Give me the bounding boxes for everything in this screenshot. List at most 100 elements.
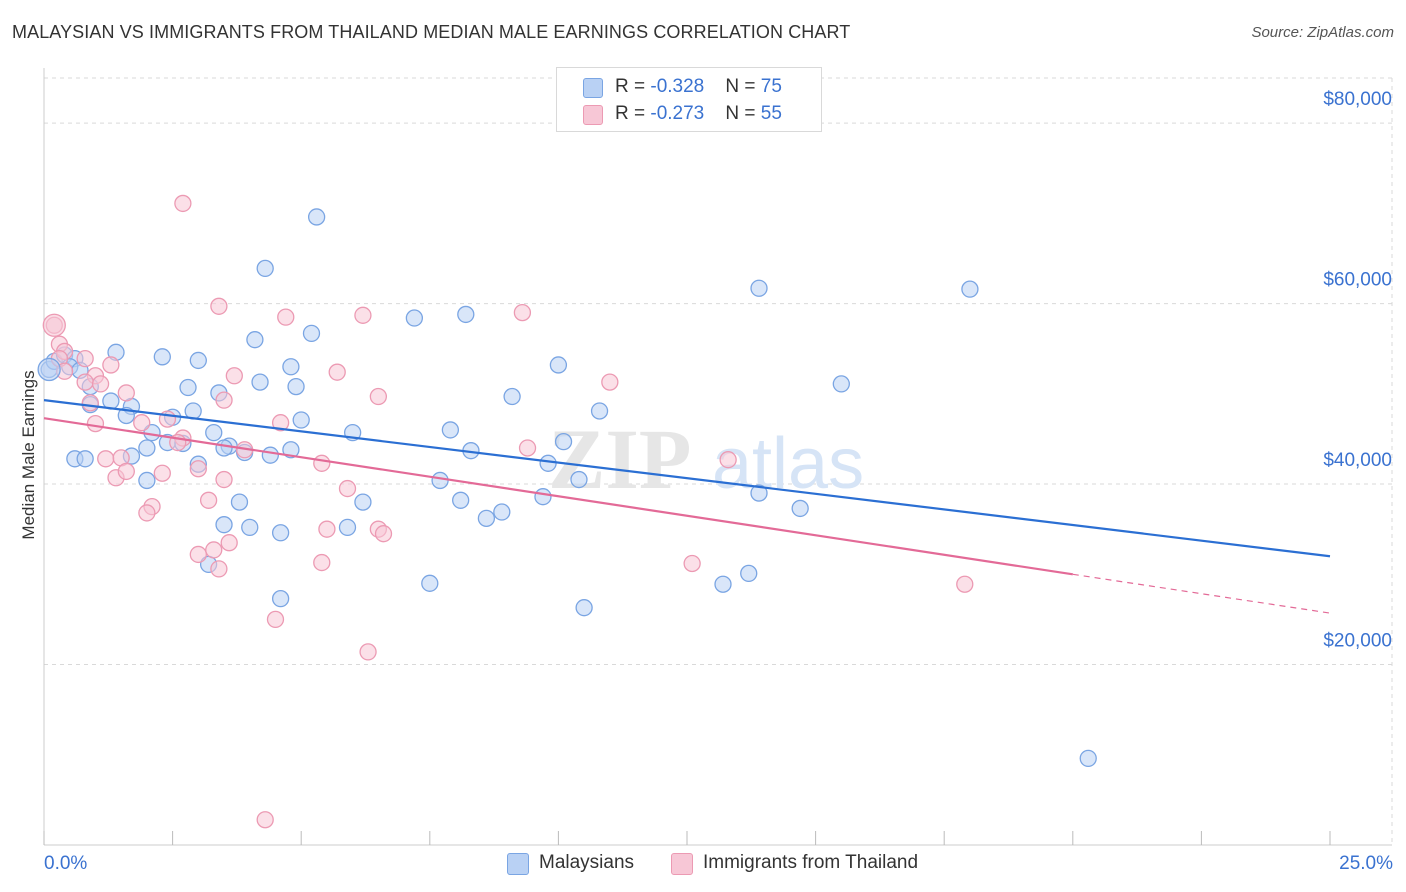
thailand-point bbox=[86, 414, 105, 433]
malaysian-point bbox=[282, 441, 300, 459]
malaysian-point bbox=[215, 439, 233, 457]
malaysian-point bbox=[452, 491, 470, 509]
thailand-point bbox=[338, 479, 357, 498]
malaysian-point bbox=[575, 599, 593, 617]
tick-labels: $20,000 $40,000 $60,000 $80,000 0.0% 25.0% bbox=[44, 89, 1393, 874]
malaysian-point bbox=[230, 493, 249, 511]
malaysian-point bbox=[477, 509, 496, 527]
malaysian-point bbox=[832, 375, 850, 393]
thailand-point bbox=[683, 554, 701, 573]
thailand-point bbox=[189, 460, 207, 478]
malaysian-point bbox=[76, 450, 94, 468]
malaysian-point bbox=[441, 421, 460, 439]
thailand-point bbox=[313, 454, 331, 472]
x-tick-label-max: 25.0% bbox=[1339, 853, 1393, 874]
thailand-point bbox=[133, 414, 151, 432]
malaysian-point bbox=[246, 331, 264, 349]
legend-n-value: 75 bbox=[760, 76, 782, 97]
thailand-point bbox=[374, 525, 393, 543]
thailand-point bbox=[215, 470, 233, 489]
thailand-point bbox=[76, 373, 94, 391]
watermark-zip: ZIP bbox=[548, 411, 691, 507]
malaysian-point-large bbox=[37, 357, 61, 382]
legend-label: Malaysians bbox=[539, 852, 635, 873]
y-tick-label: $20,000 bbox=[1323, 631, 1392, 652]
y-tick-label: $80,000 bbox=[1323, 89, 1392, 110]
malaysian-point bbox=[750, 279, 768, 297]
legend-n-label: N = bbox=[725, 76, 761, 97]
malaysian-point bbox=[153, 348, 171, 366]
legend-r-label: R = bbox=[615, 76, 651, 97]
thailand-point-large bbox=[42, 313, 66, 337]
malaysian-point bbox=[493, 503, 511, 521]
malaysian-point bbox=[307, 208, 326, 226]
thailand-point bbox=[81, 394, 99, 412]
thailand-point bbox=[271, 414, 290, 432]
legend-swatch-pink bbox=[583, 105, 603, 125]
thailand-point bbox=[91, 375, 110, 393]
thailand-trend-extension bbox=[1072, 573, 1331, 614]
malaysian-point bbox=[292, 411, 310, 429]
thailand-point bbox=[205, 541, 223, 559]
correlation-legend: R = -0.328 N = 75 R = -0.273 N = 55 bbox=[556, 67, 822, 132]
malaysian-point bbox=[791, 499, 809, 518]
malaysian-point bbox=[590, 402, 609, 420]
thailand-point bbox=[225, 367, 243, 385]
malaysian-point bbox=[421, 574, 439, 592]
thailand-point bbox=[354, 306, 372, 324]
malaysian-point bbox=[282, 358, 300, 376]
thailand-point bbox=[369, 387, 388, 406]
thailand-point bbox=[76, 349, 94, 368]
legend-r-value: -0.273 bbox=[650, 103, 705, 124]
malaysian-point bbox=[1079, 749, 1097, 768]
thailand-point bbox=[328, 363, 346, 381]
malaysian-point bbox=[554, 432, 573, 451]
thailand-point bbox=[153, 464, 171, 482]
x-tick-label-min: 0.0% bbox=[44, 853, 87, 874]
malaysian-point bbox=[750, 484, 768, 502]
malaysian-point bbox=[570, 470, 588, 489]
trend-lines bbox=[43, 399, 1331, 614]
thailand-point bbox=[601, 373, 619, 391]
malaysian-point bbox=[251, 373, 269, 391]
thailand-point bbox=[117, 384, 135, 402]
malaysian-point bbox=[549, 356, 568, 374]
thailand-point bbox=[313, 553, 331, 572]
legend-swatch-pink bbox=[671, 853, 693, 875]
y-tick-label: $60,000 bbox=[1323, 270, 1392, 291]
thailand-point bbox=[199, 491, 218, 509]
thailand-point bbox=[318, 520, 336, 538]
y-tick-label: $40,000 bbox=[1323, 450, 1392, 471]
malaysian-point bbox=[241, 518, 259, 537]
thailand-point bbox=[359, 643, 377, 661]
thailand-point bbox=[138, 504, 156, 522]
thailand-point bbox=[102, 356, 120, 374]
thailand-point bbox=[210, 560, 228, 578]
thailand-point bbox=[117, 462, 135, 481]
malaysian-point bbox=[503, 387, 521, 406]
malaysian-trend-line bbox=[43, 399, 1331, 558]
thailand-trend-line bbox=[43, 417, 1073, 576]
thailand-point bbox=[174, 194, 192, 213]
thailand-point bbox=[266, 610, 285, 629]
malaysian-point bbox=[138, 439, 156, 457]
legend-n-label: N = bbox=[725, 103, 761, 124]
legend-n-value: 55 bbox=[760, 103, 782, 124]
malaysian-point bbox=[740, 564, 758, 583]
malaysian-point bbox=[539, 454, 557, 472]
watermark: ZIP atlas bbox=[548, 411, 864, 507]
legend-swatch-blue bbox=[583, 78, 603, 98]
data-points bbox=[37, 194, 1097, 829]
thailand-point bbox=[220, 534, 238, 552]
malaysian-point bbox=[287, 377, 305, 396]
malaysian-point bbox=[714, 575, 732, 593]
malaysian-point bbox=[405, 309, 424, 327]
malaysian-point bbox=[431, 471, 449, 490]
legend-r-value: -0.328 bbox=[650, 76, 705, 97]
malaysian-point bbox=[205, 423, 223, 442]
y-axis-title: Median Male Earnings bbox=[19, 370, 38, 539]
malaysian-point bbox=[354, 493, 372, 511]
thailand-point bbox=[215, 391, 233, 409]
thailand-point bbox=[97, 450, 115, 468]
